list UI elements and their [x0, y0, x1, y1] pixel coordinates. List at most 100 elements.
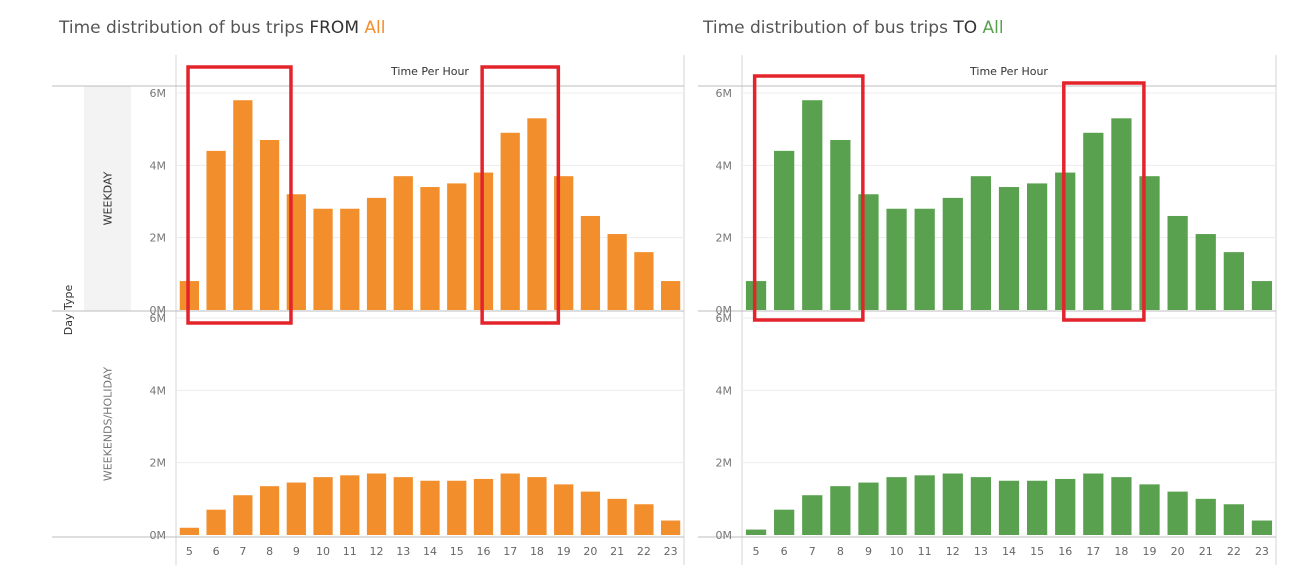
x-tick-label: 12 — [370, 545, 384, 558]
y-tick-label: 0M — [716, 529, 733, 542]
y-tick-label: 4M — [716, 159, 733, 172]
x-tick-label: 13 — [396, 545, 410, 558]
bar — [420, 481, 439, 535]
bar — [367, 198, 386, 310]
bar — [501, 133, 520, 310]
bar — [746, 530, 766, 535]
bar — [206, 151, 225, 310]
x-tick-label: 12 — [946, 545, 960, 558]
bar — [260, 140, 279, 310]
bar — [233, 495, 252, 535]
bar — [527, 477, 546, 535]
x-tick-label: 5 — [186, 545, 193, 558]
x-tick-label: 6 — [781, 545, 788, 558]
bar — [313, 477, 332, 535]
bar — [501, 474, 520, 535]
x-tick-label: 16 — [476, 545, 490, 558]
x-tick-label: 10 — [316, 545, 330, 558]
x-tick-label: 14 — [423, 545, 437, 558]
bar — [313, 209, 332, 310]
bar — [420, 187, 439, 310]
x-tick-label: 11 — [918, 545, 932, 558]
bar — [394, 176, 413, 310]
bar — [260, 486, 279, 535]
bar — [971, 176, 991, 310]
column-header: Time Per Hour — [969, 65, 1048, 78]
y-tick-label: 2M — [716, 232, 733, 245]
bar — [1083, 474, 1103, 535]
x-tick-label: 8 — [837, 545, 844, 558]
bar — [915, 209, 935, 310]
bar — [830, 140, 850, 310]
x-tick-label: 14 — [1002, 545, 1016, 558]
y-tick-label: 4M — [150, 384, 167, 397]
bar — [661, 281, 680, 310]
bar — [340, 209, 359, 310]
bar — [340, 475, 359, 535]
y-tick-label: 2M — [150, 232, 167, 245]
bar — [634, 504, 653, 535]
x-tick-label: 23 — [1255, 545, 1269, 558]
bar — [802, 495, 822, 535]
bar — [554, 484, 573, 535]
bar — [1027, 183, 1047, 310]
bar — [943, 474, 963, 535]
bar — [886, 477, 906, 535]
bar — [1252, 281, 1272, 310]
bar — [447, 481, 466, 535]
x-tick-label: 5 — [753, 545, 760, 558]
column-header: Time Per Hour — [390, 65, 469, 78]
bar — [999, 187, 1019, 310]
bar — [1168, 216, 1188, 310]
bar — [802, 100, 822, 310]
bar — [527, 118, 546, 310]
bar — [661, 521, 680, 535]
x-tick-label: 9 — [865, 545, 872, 558]
y-tick-label: 6M — [150, 87, 167, 100]
bar — [608, 499, 627, 535]
bar — [581, 216, 600, 310]
bar — [774, 510, 794, 535]
bar — [233, 100, 252, 310]
x-tick-label: 11 — [343, 545, 357, 558]
bar — [287, 483, 306, 535]
bar — [943, 198, 963, 310]
bar — [999, 481, 1019, 535]
bar — [1111, 118, 1131, 310]
x-tick-label: 22 — [1227, 545, 1241, 558]
highlight-box — [1064, 83, 1144, 320]
bar — [474, 479, 493, 535]
highlight-box — [482, 67, 558, 323]
x-tick-label: 17 — [503, 545, 517, 558]
x-tick-label: 6 — [213, 545, 220, 558]
x-tick-label: 20 — [1171, 545, 1185, 558]
bar — [1196, 499, 1216, 535]
bar — [1168, 492, 1188, 535]
x-tick-label: 18 — [530, 545, 544, 558]
x-tick-label: 9 — [293, 545, 300, 558]
bar — [367, 474, 386, 535]
bar — [1055, 479, 1075, 535]
bar — [774, 151, 794, 310]
x-tick-label: 15 — [1030, 545, 1044, 558]
y-tick-label: 6M — [150, 312, 167, 325]
y-tick-label: 2M — [716, 457, 733, 470]
bar — [886, 209, 906, 310]
y-tick-label: 0M — [150, 529, 167, 542]
bar — [608, 234, 627, 310]
x-tick-label: 15 — [450, 545, 464, 558]
bar — [1083, 133, 1103, 310]
row-label-weekend: WEEKENDS/HOLIDAY — [102, 367, 115, 482]
x-tick-label: 21 — [610, 545, 624, 558]
bar — [858, 483, 878, 535]
chart-panel-from: Time Per Hour Day Type WEEKDAY 0M 2M 4M 6M WEEK… — [52, 55, 684, 565]
bar — [830, 486, 850, 535]
x-tick-label: 17 — [1086, 545, 1100, 558]
x-tick-label: 10 — [890, 545, 904, 558]
bar — [1139, 484, 1159, 535]
row-label-weekday: WEEKDAY — [102, 171, 115, 225]
y-tick-label: 6M — [716, 312, 733, 325]
bar — [447, 183, 466, 310]
bar — [634, 252, 653, 310]
bar — [394, 477, 413, 535]
